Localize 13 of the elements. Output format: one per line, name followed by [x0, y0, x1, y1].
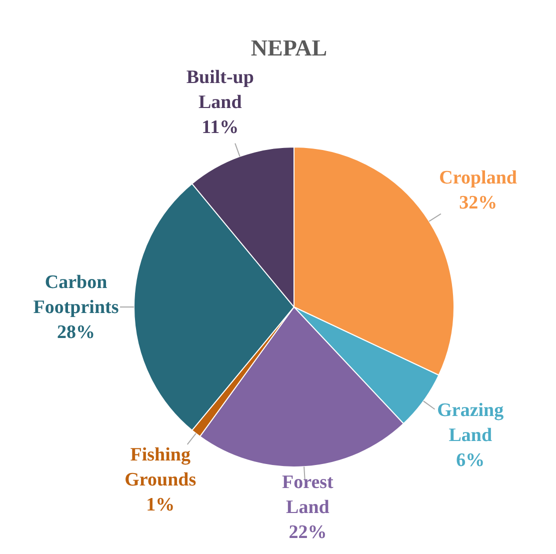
- data-label: 11%: [202, 116, 239, 138]
- slice-label: Fishing Grounds: [124, 444, 196, 490]
- data-label: 6%: [456, 450, 485, 471]
- slice-label: Cropland: [439, 167, 518, 188]
- slice-label: Forest Land: [282, 472, 334, 518]
- slice-label: Built-up Land: [186, 66, 254, 112]
- slice-label: Grazing Land: [437, 400, 504, 446]
- data-label: 1%: [146, 494, 175, 515]
- chart-title: NEPAL: [250, 36, 328, 60]
- slice-label: Carbon Footprints: [33, 272, 119, 318]
- data-label: 32%: [459, 192, 498, 214]
- data-label: 22%: [288, 522, 327, 542]
- data-label: 28%: [57, 322, 95, 342]
